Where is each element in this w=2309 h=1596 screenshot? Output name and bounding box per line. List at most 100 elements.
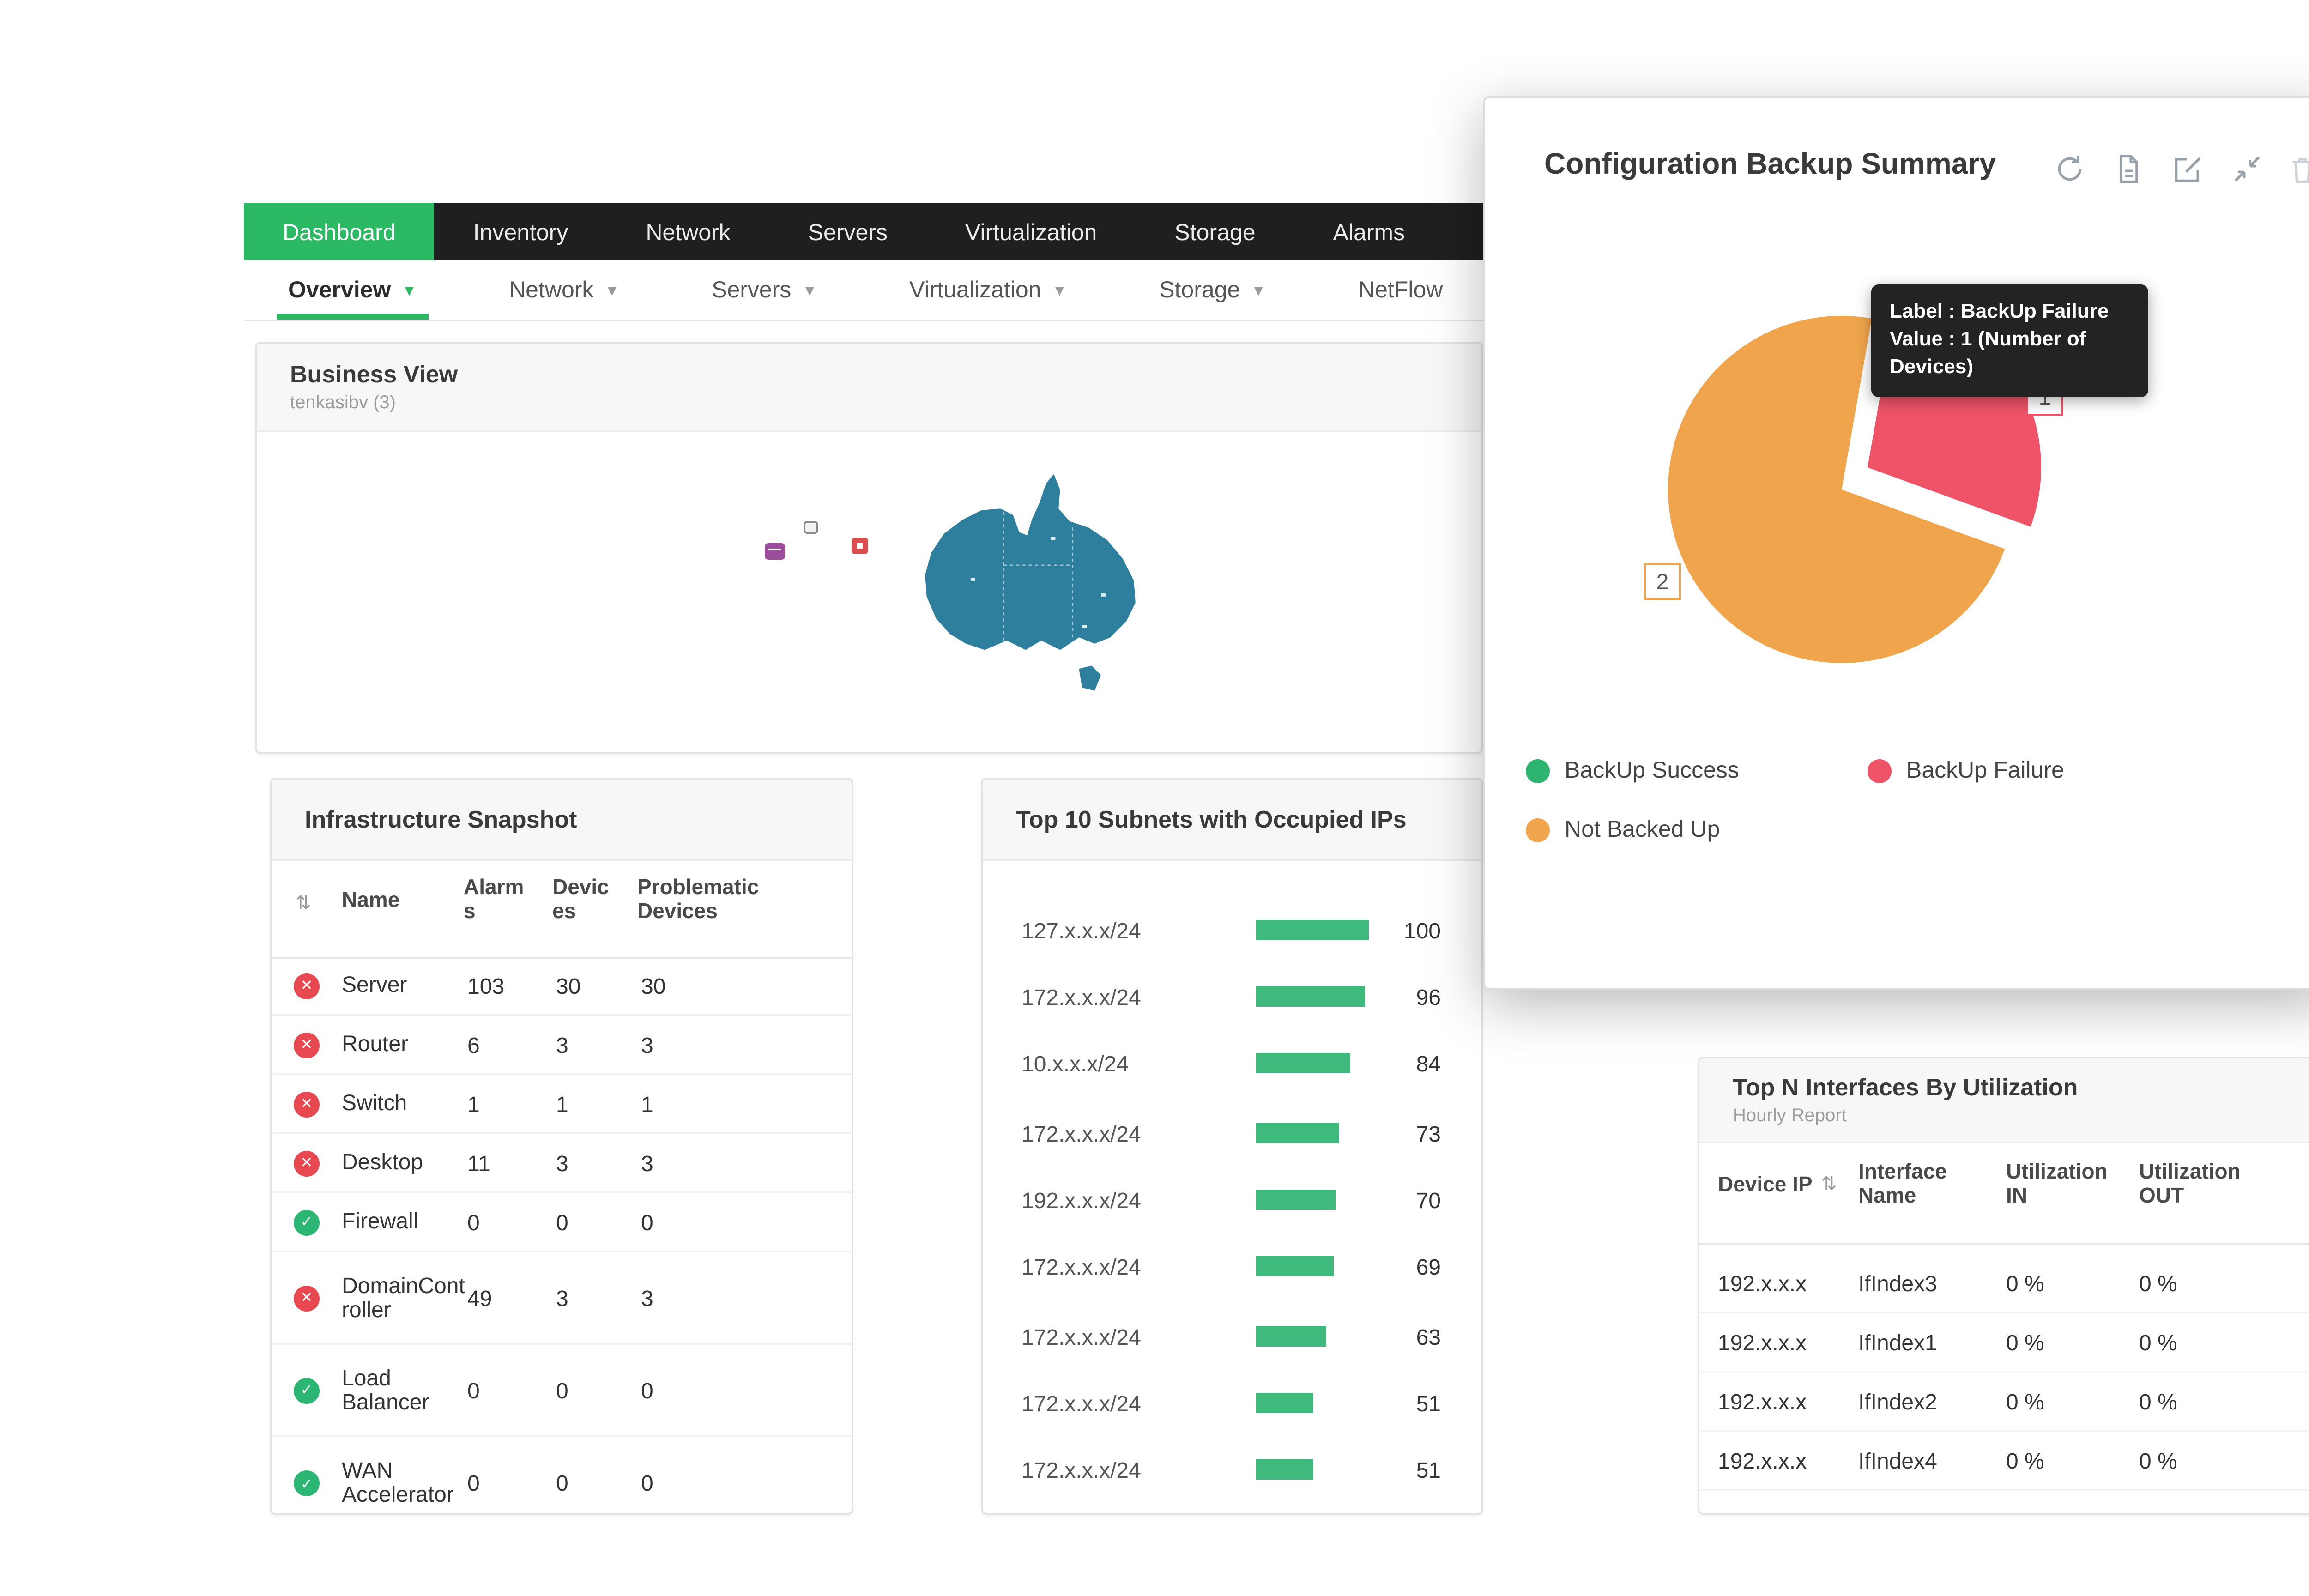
column-header-utilization-out[interactable]: Utilization OUT: [2139, 1162, 2241, 1208]
device-type[interactable]: Router: [342, 1031, 409, 1057]
device-type[interactable]: Firewall: [342, 1208, 418, 1234]
table-row[interactable]: ✓ WAN Accelerator 0 0 0: [272, 1437, 852, 1513]
bar-row[interactable]: 172.x.x.x/24 63: [983, 1315, 1481, 1360]
table-row[interactable]: 192.x.x.x IfIndex1 0 % 0 %: [1699, 1313, 2309, 1372]
problematic-count[interactable]: 0: [641, 1209, 653, 1235]
devices-count[interactable]: 30: [556, 973, 581, 998]
column-header-utilization-in[interactable]: Utilization IN: [2006, 1162, 2108, 1208]
problematic-count[interactable]: 0: [641, 1377, 653, 1403]
alarms-count[interactable]: 49: [467, 1285, 492, 1311]
device-ip[interactable]: 192.x.x.x: [1718, 1388, 1807, 1414]
table-row[interactable]: ✕ Server 103 30 30: [272, 957, 852, 1016]
alarms-count[interactable]: 103: [467, 973, 505, 998]
table-row[interactable]: ✕ Router 6 3 3: [272, 1016, 852, 1075]
nav-tab-virtualization[interactable]: Virtualization: [965, 219, 1097, 245]
subtab-storage[interactable]: Storage ▼: [1155, 260, 1269, 320]
device-ip[interactable]: 192.x.x.x: [1718, 1329, 1807, 1355]
refresh-icon[interactable]: [2054, 153, 2087, 187]
bar-row[interactable]: 172.x.x.x/24 96: [983, 975, 1481, 1020]
problematic-count[interactable]: 3: [641, 1285, 653, 1311]
column-header-interface-name[interactable]: Interface Name: [1858, 1162, 1947, 1208]
export-icon[interactable]: [2113, 153, 2146, 187]
table-row[interactable]: 192.x.x.x IfIndex3 0 % 0 %: [1699, 1254, 2309, 1313]
nav-tab-network[interactable]: Network: [646, 219, 731, 245]
device-type[interactable]: Server: [342, 972, 407, 998]
problematic-count[interactable]: 3: [641, 1150, 653, 1176]
device-type[interactable]: Desktop: [342, 1149, 423, 1175]
devices-count[interactable]: 3: [556, 1150, 568, 1176]
bar-row[interactable]: 127.x.x.x/24 100: [983, 909, 1481, 953]
nav-tab-inventory[interactable]: Inventory: [473, 219, 568, 245]
devices-count[interactable]: 3: [556, 1032, 568, 1058]
nav-tab-servers[interactable]: Servers: [808, 219, 888, 245]
device-ip[interactable]: 192.x.x.x: [1718, 1447, 1807, 1473]
subtab-netflow[interactable]: NetFlow: [1354, 260, 1446, 320]
subnet-label: 172.x.x.x/24: [1022, 1324, 1141, 1350]
devices-count[interactable]: 0: [556, 1470, 568, 1496]
problematic-count[interactable]: 30: [641, 973, 666, 998]
table-row[interactable]: ✕ DomainController 49 3 3: [272, 1252, 852, 1345]
table-row[interactable]: ✕ Desktop 11 3 3: [272, 1134, 852, 1193]
sort-icon[interactable]: ⇅: [296, 894, 311, 914]
device-ip[interactable]: 192.x.x.x: [1718, 1270, 1807, 1296]
subtab-overview[interactable]: Overview ▼: [277, 260, 427, 320]
map-device-marker-red[interactable]: [852, 538, 868, 554]
table-row[interactable]: ✓ Load Balancer 0 0 0: [272, 1345, 852, 1437]
legend-label-success[interactable]: BackUp Success: [1565, 757, 1739, 783]
chevron-down-icon: ▼: [1251, 282, 1266, 298]
table-row[interactable]: 192.x.x.x IfIndex4 0 % 0 %: [1699, 1432, 2309, 1491]
devices-count[interactable]: 0: [556, 1377, 568, 1403]
bar-row[interactable]: 172.x.x.x/24 73: [983, 1112, 1481, 1156]
problematic-count[interactable]: 3: [641, 1032, 653, 1058]
problematic-count[interactable]: 1: [641, 1091, 653, 1117]
bar-row[interactable]: 172.x.x.x/24 51: [983, 1448, 1481, 1493]
australia-map[interactable]: [881, 466, 1195, 706]
map-device-marker-gray[interactable]: [804, 521, 818, 534]
column-header-name[interactable]: Name: [342, 890, 400, 913]
sort-icon[interactable]: ⇅: [1821, 1175, 1837, 1195]
column-header-alarms[interactable]: Alarms: [464, 877, 524, 924]
table-row[interactable]: ✓ Firewall 0 0 0: [272, 1193, 852, 1252]
problematic-count[interactable]: 0: [641, 1470, 653, 1496]
device-type[interactable]: Load Balancer: [342, 1364, 429, 1414]
interface-name[interactable]: IfIndex2: [1858, 1388, 1937, 1414]
map-device-marker-purple[interactable]: [765, 543, 785, 560]
interface-name[interactable]: IfIndex1: [1858, 1329, 1937, 1355]
panel-subtitle: tenkasibv (3): [290, 393, 396, 414]
legend-label-failure[interactable]: BackUp Failure: [1906, 757, 2064, 783]
edit-icon[interactable]: [2172, 153, 2206, 187]
column-header-device-ip[interactable]: Device IP: [1718, 1175, 1813, 1197]
bar-row[interactable]: 172.x.x.x/24 51: [983, 1382, 1481, 1426]
alarms-count[interactable]: 0: [467, 1470, 480, 1496]
alarms-count[interactable]: 0: [467, 1377, 480, 1403]
interface-name[interactable]: IfIndex3: [1858, 1270, 1937, 1296]
subtab-servers[interactable]: Servers ▼: [708, 260, 821, 320]
devices-count[interactable]: 0: [556, 1209, 568, 1235]
alarms-count[interactable]: 11: [467, 1150, 490, 1176]
column-header-devices[interactable]: Devices: [552, 877, 609, 924]
collapse-icon[interactable]: [2231, 153, 2265, 187]
nav-tab-storage[interactable]: Storage: [1174, 219, 1256, 245]
legend-label-not-backed-up[interactable]: Not Backed Up: [1565, 816, 1720, 842]
alarms-count[interactable]: 0: [467, 1209, 480, 1235]
nav-tab-alarms[interactable]: Alarms: [1333, 219, 1405, 245]
subtab-network[interactable]: Network ▼: [505, 260, 623, 320]
bar-row[interactable]: 192.x.x.x/24 70: [983, 1179, 1481, 1223]
subtab-virtualization[interactable]: Virtualization ▼: [906, 260, 1070, 320]
devices-count[interactable]: 3: [556, 1285, 568, 1311]
table-row[interactable]: 192.x.x.x IfIndex2 0 % 0 %: [1699, 1372, 2309, 1432]
column-header-problematic[interactable]: Problematic Devices: [637, 877, 759, 924]
device-type[interactable]: Switch: [342, 1090, 407, 1116]
devices-count[interactable]: 1: [556, 1091, 568, 1117]
nav-tab-dashboard[interactable]: Dashboard: [244, 203, 435, 260]
bar-row[interactable]: 172.x.x.x/24 69: [983, 1245, 1481, 1289]
delete-icon[interactable]: [2287, 153, 2309, 187]
interface-name[interactable]: IfIndex4: [1858, 1447, 1937, 1473]
pie-slice-not-backed-up[interactable]: [1668, 315, 2005, 663]
bar-row[interactable]: 10.x.x.x/24 84: [983, 1042, 1481, 1086]
alarms-count[interactable]: 6: [467, 1032, 480, 1058]
alarms-count[interactable]: 1: [467, 1091, 480, 1117]
table-row[interactable]: ✕ Switch 1 1 1: [272, 1075, 852, 1134]
device-type[interactable]: DomainController: [342, 1272, 465, 1322]
device-type[interactable]: WAN Accelerator: [342, 1457, 454, 1507]
